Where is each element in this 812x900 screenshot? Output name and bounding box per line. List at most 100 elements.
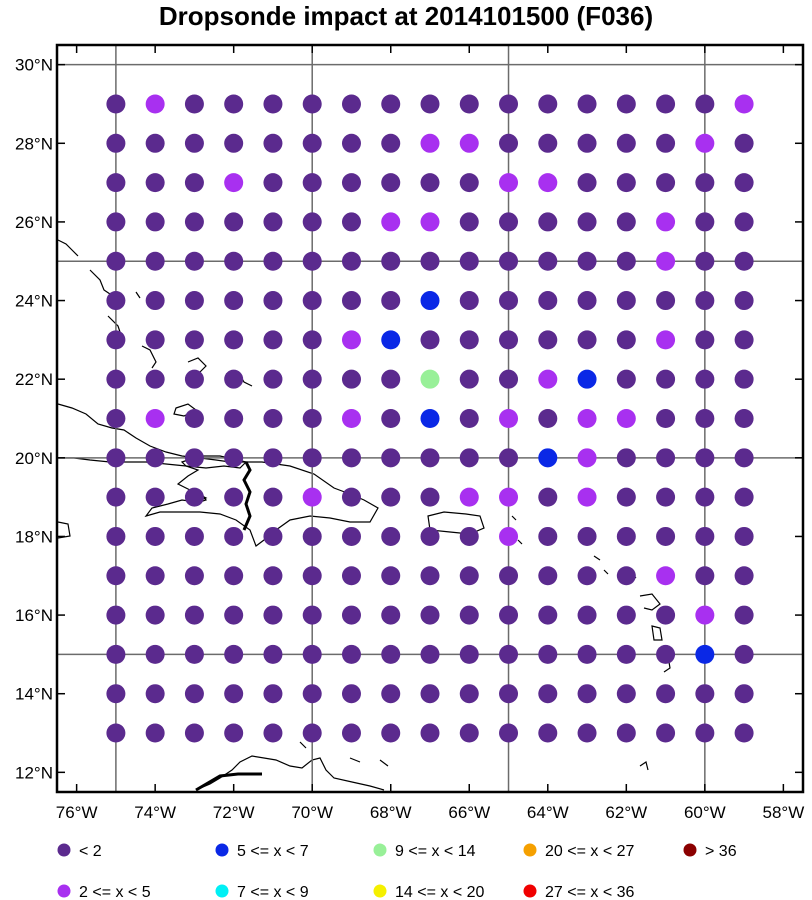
impact-dot <box>577 566 597 586</box>
impact-dot <box>538 487 558 507</box>
impact-dot <box>224 369 244 389</box>
impact-dot <box>341 566 361 586</box>
impact-dot <box>538 409 558 428</box>
impact-dot <box>577 173 597 193</box>
legend-swatch <box>57 884 71 898</box>
legend-label: 9 <= x < 14 <box>395 843 476 860</box>
coastline-bahamas <box>57 239 253 387</box>
coastline-aruba <box>299 741 389 767</box>
impact-dot <box>656 133 676 153</box>
lon-tick-label: 74°W <box>134 803 176 822</box>
impact-dot <box>263 526 283 546</box>
impact-dot <box>420 605 440 625</box>
impact-dot <box>616 566 636 586</box>
legend-swatch <box>215 843 229 857</box>
impact-dot <box>499 291 519 311</box>
impact-dot <box>734 605 754 625</box>
impact-dot <box>734 644 754 664</box>
impact-dot <box>656 212 676 232</box>
impact-dots <box>106 94 754 743</box>
impact-dot <box>106 605 126 625</box>
impact-dot <box>499 487 519 507</box>
impact-dot <box>616 291 636 311</box>
impact-dot <box>341 133 361 153</box>
lat-tick-label: 18°N <box>15 527 53 546</box>
impact-dot <box>420 684 440 704</box>
impact-dot <box>341 369 361 389</box>
impact-dot <box>341 684 361 704</box>
impact-dot <box>106 330 126 350</box>
impact-dot <box>263 487 283 507</box>
lon-tick-label: 68°W <box>370 803 412 822</box>
axis-ticks: 12°N 14°N 16°N 18°N 20°N 22°N 24°N 26°N 28°N 30°N… <box>15 45 804 822</box>
impact-dot <box>341 448 361 468</box>
impact-dot <box>734 526 754 546</box>
impact-dot <box>184 566 204 586</box>
impact-dot <box>145 133 165 153</box>
impact-dot <box>106 291 126 311</box>
impact-dot <box>184 644 204 664</box>
impact-dot <box>302 212 322 232</box>
impact-dot <box>106 212 126 232</box>
impact-dot <box>302 94 322 114</box>
impact-dot <box>302 369 322 389</box>
impact-dot <box>499 448 519 468</box>
impact-dot <box>616 526 636 546</box>
impact-dot <box>734 448 754 468</box>
impact-dot <box>656 684 676 704</box>
impact-dot <box>499 526 519 546</box>
legend-label: 2 <= x < 5 <box>79 884 151 900</box>
impact-dot <box>302 723 322 743</box>
impact-dot <box>459 251 479 271</box>
impact-dot <box>656 291 676 311</box>
impact-dot <box>184 684 204 704</box>
impact-dot <box>459 644 479 664</box>
impact-dot <box>420 94 440 114</box>
impact-dot <box>184 409 204 428</box>
impact-dot <box>381 448 401 468</box>
impact-dot <box>145 369 165 389</box>
impact-dot <box>538 173 558 193</box>
impact-dot <box>224 133 244 153</box>
impact-dot <box>616 369 636 389</box>
impact-dot <box>224 212 244 232</box>
impact-dot <box>224 644 244 664</box>
impact-dot <box>499 605 519 625</box>
impact-dot <box>145 723 165 743</box>
impact-dot <box>263 291 283 311</box>
impact-dot <box>106 133 126 153</box>
impact-dot <box>616 173 636 193</box>
impact-dot <box>577 684 597 704</box>
lat-tick-label: 24°N <box>15 292 53 311</box>
impact-dot <box>577 448 597 468</box>
impact-dot <box>459 409 479 428</box>
impact-dot <box>420 723 440 743</box>
impact-dot <box>341 251 361 271</box>
impact-dot <box>499 644 519 664</box>
map-title: Dropsonde impact at 2014101500 (F036) <box>158 1 654 31</box>
legend-swatch <box>215 884 229 898</box>
impact-dot <box>577 330 597 350</box>
impact-dot <box>302 566 322 586</box>
lon-tick-label: 66°W <box>448 803 490 822</box>
colombia-venezuela-border <box>195 772 262 792</box>
impact-dot <box>577 723 597 743</box>
impact-dot <box>459 330 479 350</box>
impact-dot <box>341 605 361 625</box>
lon-tick-label: 76°W <box>56 803 98 822</box>
impact-dot <box>616 723 636 743</box>
impact-dot <box>459 723 479 743</box>
impact-dot <box>145 409 165 428</box>
impact-dot <box>341 409 361 428</box>
impact-dot <box>538 448 558 468</box>
map-frame <box>55 43 805 794</box>
impact-dot <box>734 94 754 114</box>
impact-dot <box>499 330 519 350</box>
impact-dot <box>499 94 519 114</box>
impact-dot <box>734 684 754 704</box>
lon-tick-label: 60°W <box>684 803 726 822</box>
impact-dot <box>656 644 676 664</box>
impact-dot <box>184 291 204 311</box>
